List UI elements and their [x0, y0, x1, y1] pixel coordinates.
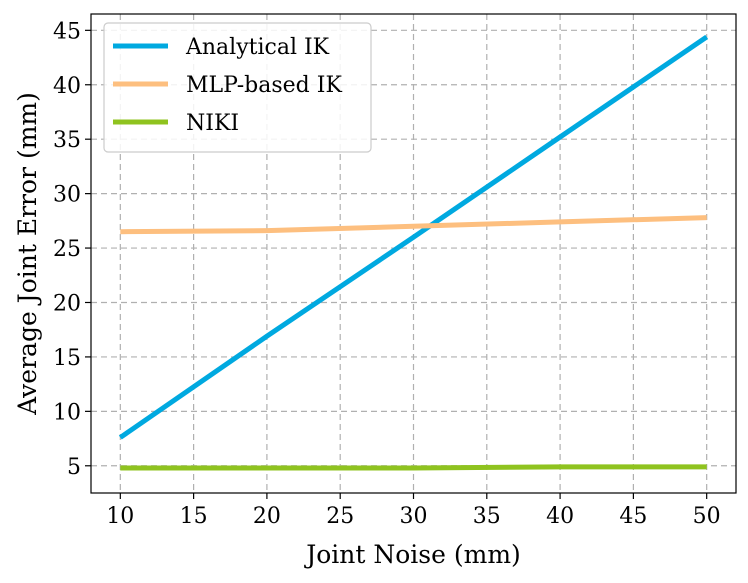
x-tick-label: 30 — [400, 504, 428, 529]
y-tick-label: 5 — [67, 455, 81, 480]
legend-label-niki: NIKI — [186, 111, 239, 136]
y-axis-label: Average Joint Error (mm) — [13, 92, 42, 416]
legend-label-mlp-based-ik: MLP-based IK — [186, 73, 342, 98]
y-tick-label: 30 — [53, 183, 81, 208]
series-line-niki — [120, 464, 707, 471]
y-tick-label: 35 — [53, 128, 81, 153]
x-tick-label: 10 — [106, 504, 134, 529]
x-tick-label: 25 — [326, 504, 354, 529]
y-tick-label: 25 — [53, 237, 81, 262]
y-tick-label: 20 — [53, 291, 81, 316]
x-tick-label: 20 — [253, 504, 281, 529]
legend-label-analytical-ik: Analytical IK — [185, 35, 330, 60]
x-axis-ticks: 10 15 20 25 30 35 40 45 50 — [106, 493, 721, 529]
y-tick-label: 40 — [53, 74, 81, 99]
x-axis-label: Joint Noise (mm) — [303, 540, 521, 569]
y-tick-label: 45 — [53, 19, 81, 44]
y-axis-ticks: 5 10 15 20 25 30 35 40 45 — [53, 19, 91, 480]
x-tick-label: 50 — [693, 504, 721, 529]
x-tick-label: 40 — [546, 504, 574, 529]
x-tick-label: 35 — [473, 504, 501, 529]
x-tick-label: 45 — [619, 504, 647, 529]
y-tick-label: 10 — [53, 400, 81, 425]
series-group — [118, 34, 709, 471]
y-tick-label: 15 — [53, 346, 81, 371]
legend: Analytical IK MLP-based IK NIKI — [103, 22, 372, 153]
series-line-mlp-based-ik — [120, 215, 707, 235]
x-tick-label: 15 — [180, 504, 208, 529]
series-line-analytical-ik — [118, 34, 709, 440]
legend-box — [103, 22, 372, 153]
